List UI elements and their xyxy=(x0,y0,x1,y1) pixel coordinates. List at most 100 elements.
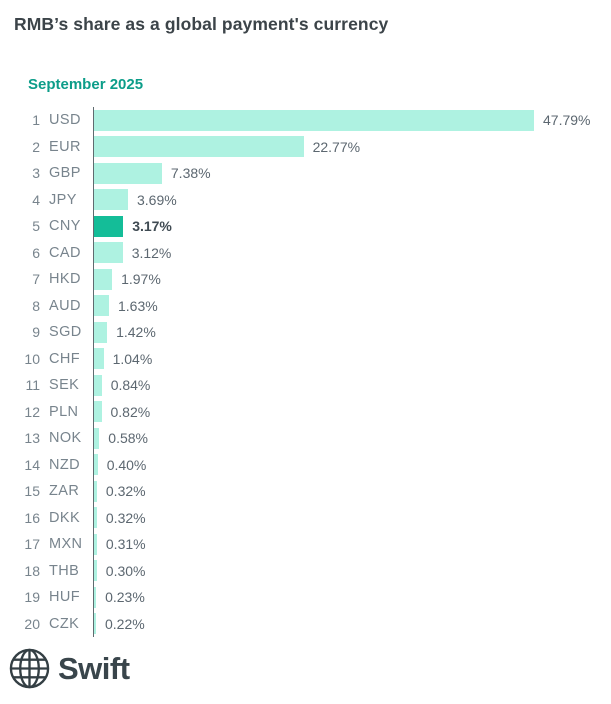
bar-track: 47.79% xyxy=(93,107,604,134)
page-title: RMB’s share as a global payment's curren… xyxy=(14,14,389,34)
value-label: 7.38% xyxy=(170,165,211,182)
rank-label: 14 xyxy=(24,456,40,473)
value-label: 0.30% xyxy=(105,562,146,579)
bar-track: 0.84% xyxy=(93,372,604,399)
bar-track: 3.12% xyxy=(93,239,604,266)
bar xyxy=(94,136,304,158)
bar-track: 0.40% xyxy=(93,451,604,478)
rank-label: 2 xyxy=(32,138,40,155)
bar-track: 3.69% xyxy=(93,186,604,213)
currency-code-label: DKK xyxy=(49,509,81,526)
bar xyxy=(94,109,534,131)
rank-label: 19 xyxy=(24,589,40,606)
rank-label: 13 xyxy=(24,430,40,447)
value-label: 0.32% xyxy=(105,509,146,526)
currency-code-label: AUD xyxy=(49,297,81,314)
currency-code-label: PLN xyxy=(49,403,79,420)
bar xyxy=(94,454,98,476)
currency-code-label: MXN xyxy=(49,536,83,553)
value-label: 1.42% xyxy=(116,324,156,341)
currency-code-label: CHF xyxy=(49,350,81,367)
chart-subtitle-date: September 2025 xyxy=(28,76,144,93)
bar xyxy=(94,586,97,608)
rank-label: 5 xyxy=(32,218,40,235)
rank-label: 8 xyxy=(32,297,40,314)
currency-code-label: HUF xyxy=(49,589,81,606)
rank-label: 9 xyxy=(32,324,40,341)
value-label: 1.97% xyxy=(121,271,161,288)
value-label: 0.32% xyxy=(105,483,146,500)
bar xyxy=(94,348,104,370)
chart-row: 2 EUR 22.77% xyxy=(14,133,604,160)
value-label: 0.23% xyxy=(105,589,145,606)
currency-code-label: HKD xyxy=(49,271,81,288)
value-label: 3.17% xyxy=(132,218,172,235)
bar-track: 0.23% xyxy=(93,584,604,611)
value-label: 0.22% xyxy=(105,615,145,632)
currency-code-label: JPY xyxy=(49,191,77,208)
bar-track: 1.97% xyxy=(93,266,604,293)
bar xyxy=(94,189,128,211)
rank-label: 16 xyxy=(24,509,40,526)
value-label: 1.63% xyxy=(118,297,158,314)
bar xyxy=(94,427,100,449)
bar xyxy=(94,533,97,555)
chart-row: 9 SGD 1.42% xyxy=(14,319,604,346)
rank-label: 3 xyxy=(32,165,40,182)
bar-highlighted-cny xyxy=(94,215,124,237)
swift-logo: Swift xyxy=(8,647,130,690)
rank-label: 6 xyxy=(32,244,40,261)
chart-row: 5 CNY 3.17% xyxy=(14,213,604,240)
chart-row: 6 CAD 3.12% xyxy=(14,239,604,266)
bar-track: 22.77% xyxy=(93,133,604,160)
swift-wordmark: Swift xyxy=(58,650,130,686)
bar-track: 0.30% xyxy=(93,557,604,584)
bar xyxy=(94,242,123,264)
bar-track: 0.22% xyxy=(93,610,604,637)
rank-label: 18 xyxy=(24,562,40,579)
value-label: 0.31% xyxy=(105,536,146,553)
globe-icon xyxy=(8,647,51,690)
bar xyxy=(94,401,102,423)
chart-row: 7 HKD 1.97% xyxy=(14,266,604,293)
chart-row: 1 USD 47.79% xyxy=(14,107,604,134)
currency-code-label: CAD xyxy=(49,244,81,261)
currency-code-label: THB xyxy=(49,562,80,579)
bar-track: 1.04% xyxy=(93,345,604,372)
bar-track: 3.17% xyxy=(93,213,604,240)
bar xyxy=(94,507,97,529)
value-label: 1.04% xyxy=(112,350,153,367)
bar xyxy=(94,613,96,635)
chart-row: 16 DKK 0.32% xyxy=(14,504,604,531)
bar-track: 1.63% xyxy=(93,292,604,319)
chart-row: 8 AUD 1.63% xyxy=(14,292,604,319)
bar xyxy=(94,268,113,290)
rank-label: 15 xyxy=(24,483,40,500)
bar xyxy=(94,321,108,343)
value-label: 47.79% xyxy=(543,112,591,129)
rank-label: 7 xyxy=(32,271,40,288)
value-label: 0.84% xyxy=(110,377,151,394)
currency-code-label: USD xyxy=(49,112,81,129)
currency-code-label: EUR xyxy=(49,138,81,155)
bar-track: 0.31% xyxy=(93,531,604,558)
bar-track: 0.82% xyxy=(93,398,604,425)
currency-code-label: NOK xyxy=(49,430,82,447)
bar-track: 0.58% xyxy=(93,425,604,452)
currency-code-label: CNY xyxy=(49,218,81,235)
bar xyxy=(94,374,102,396)
currency-code-label: GBP xyxy=(49,165,81,182)
value-label: 0.58% xyxy=(108,430,148,447)
value-label: 22.77% xyxy=(312,138,361,155)
rank-label: 4 xyxy=(32,191,40,208)
bar xyxy=(94,480,97,502)
chart-row: 3 GBP 7.38% xyxy=(14,160,604,187)
chart-row: 19 HUF 0.23% xyxy=(14,584,604,611)
rank-label: 20 xyxy=(24,615,40,632)
value-label: 0.82% xyxy=(110,403,151,420)
chart-row: 11 SEK 0.84% xyxy=(14,372,604,399)
chart-row: 18 THB 0.30% xyxy=(14,557,604,584)
chart-row: 12 PLN 0.82% xyxy=(14,398,604,425)
currency-code-label: NZD xyxy=(49,456,81,473)
